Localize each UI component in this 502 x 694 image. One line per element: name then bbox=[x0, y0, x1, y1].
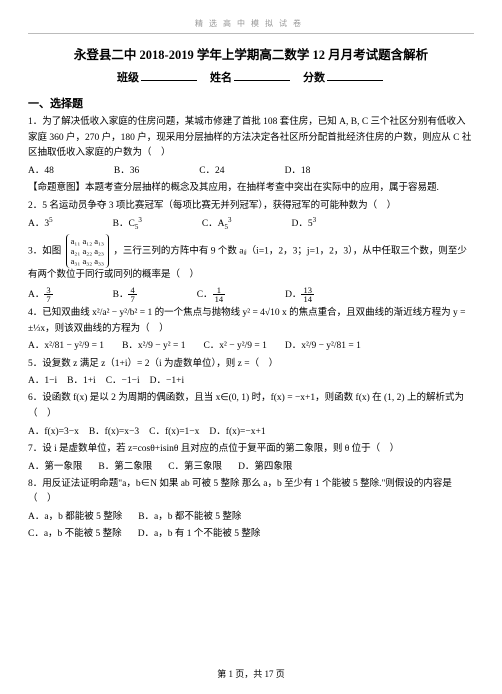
meta-line: 班级 姓名 分数 bbox=[28, 69, 474, 85]
q7-B: B．第二象限 bbox=[98, 460, 152, 475]
q2-A: A．35 bbox=[28, 217, 53, 232]
q7-text: 7．设 i 是虚数单位，若 z=cosθ+isinθ 且对应的点位于复平面的第二… bbox=[28, 442, 474, 458]
top-banner: 精选高中模拟试卷 bbox=[28, 18, 474, 29]
q7-A: A．第一象限 bbox=[28, 460, 82, 475]
q5-D: D．−1+i bbox=[150, 374, 184, 389]
q5-text: 5．设复数 z 满足 z（1+i）= 2（i 为虚数单位），则 z =（ ） bbox=[28, 357, 474, 373]
q6-text: 6．设函数 f(x) 是以 2 为周期的偶函数，且当 x∈(0, 1) 时，f(… bbox=[28, 391, 474, 422]
q1-A: A．48 bbox=[28, 164, 54, 179]
q6-D: D．f(x)=−x+1 bbox=[209, 425, 265, 440]
q1-options: A．48 B．36 C．24 D．18 bbox=[28, 164, 474, 179]
divider bbox=[28, 33, 474, 34]
q5-C: C．−1−i bbox=[106, 374, 140, 389]
q4-text: 4．已知双曲线 x²/a² − y²/b² = 1 的一个焦点与抛物线 y² =… bbox=[28, 306, 474, 337]
q6-options: A．f(x)=3−x B．f(x)=x−3 C．f(x)=1−x D．f(x)=… bbox=[28, 425, 474, 440]
q7-D: D．第四象限 bbox=[238, 460, 292, 475]
q2-D: D．53 bbox=[292, 217, 317, 232]
q2-text: 2．5 名运动员争夺 3 项比赛冠军（每项比赛无并列冠军），获得冠军的可能种数为… bbox=[28, 199, 474, 215]
q8-C: C．a，b 不能被 5 整除 bbox=[28, 527, 122, 542]
name-blank bbox=[234, 70, 290, 81]
q6-B: B．f(x)=x−3 bbox=[89, 425, 139, 440]
q2-options: A．35 B．C53 C．A53 D．53 bbox=[28, 217, 474, 232]
q8-B: B．a，b 都不能被 5 整除 bbox=[138, 510, 241, 525]
q6-C: C．f(x)=1−x bbox=[149, 425, 199, 440]
class-blank bbox=[141, 70, 197, 81]
q1-note: 【命题意图】本题考查分层抽样的概念及其应用，在抽样考查中突出在实际中的应用，属于… bbox=[28, 181, 474, 197]
q1-B: B．36 bbox=[114, 164, 139, 179]
matrix-icon: a₁₁ a₁₂ a₁₃ a₂₁ a₂₂ a₂₃ a₃₁ a₃₂ a₃₃ bbox=[66, 234, 109, 269]
score-label: 分数 bbox=[303, 72, 325, 84]
q4-options: A．x²/81 − y²/9 = 1 B．x²/9 − y² = 1 C．x² … bbox=[28, 339, 474, 354]
name-label: 姓名 bbox=[210, 72, 232, 84]
q4-A: A．x²/81 − y²/9 = 1 bbox=[28, 339, 104, 354]
q3-B: B．47 bbox=[113, 286, 137, 304]
q8-A: A．a，b 都能被 5 整除 bbox=[28, 510, 122, 525]
q5-B: B．1+i bbox=[67, 374, 96, 389]
q3-A: A．37 bbox=[28, 286, 53, 304]
q8-options-row1: A．a，b 都能被 5 整除 B．a，b 都不能被 5 整除 bbox=[28, 510, 474, 525]
q5-options: A．1−i B．1+i C．−1−i D．−1+i bbox=[28, 374, 474, 389]
q8-D: D．a，b 有 1 个不能被 5 整除 bbox=[138, 527, 261, 542]
q1-text: 1．为了解决低收入家庭的住房问题，某城市修建了首批 108 套住房，已知 A, … bbox=[28, 115, 474, 162]
q3-options: A．37 B．47 C．114 D．1314 bbox=[28, 286, 474, 304]
q7-C: C．第三象限 bbox=[168, 460, 222, 475]
q7-options: A．第一象限 B．第二象限 C．第三象限 D．第四象限 bbox=[28, 460, 474, 475]
score-blank bbox=[327, 70, 383, 81]
q8-options-row2: C．a，b 不能被 5 整除 D．a，b 有 1 个不能被 5 整除 bbox=[28, 527, 474, 542]
class-label: 班级 bbox=[117, 72, 139, 84]
exam-title: 永登县二中 2018-2019 学年上学期高二数学 12 月月考试题含解析 bbox=[28, 44, 474, 63]
q4-D: D．x²/9 − y²/81 = 1 bbox=[285, 339, 361, 354]
page-footer: 第 1 页，共 17 页 bbox=[0, 667, 502, 680]
q2-B: B．C53 bbox=[113, 217, 142, 232]
q3-D: D．1314 bbox=[285, 286, 314, 304]
q3-text: 3．如图 a₁₁ a₁₂ a₁₃ a₂₁ a₂₂ a₂₃ a₃₁ a₃₂ a₃₃… bbox=[28, 234, 474, 284]
q1-C: C．24 bbox=[199, 164, 224, 179]
q2-C: C．A53 bbox=[202, 217, 232, 232]
section-1-head: 一、选择题 bbox=[28, 95, 474, 111]
q1-D: D．18 bbox=[285, 164, 311, 179]
q8-text: 8．用反证法证明命题"a，b∈N 如果 ab 可被 5 整除 那么 a，b 至少… bbox=[28, 477, 474, 508]
q5-A: A．1−i bbox=[28, 374, 57, 389]
q4-C: C．x² − y²/9 = 1 bbox=[203, 339, 266, 354]
q6-A: A．f(x)=3−x bbox=[28, 425, 79, 440]
q4-B: B．x²/9 − y² = 1 bbox=[122, 339, 185, 354]
q3-C: C．114 bbox=[197, 286, 225, 304]
